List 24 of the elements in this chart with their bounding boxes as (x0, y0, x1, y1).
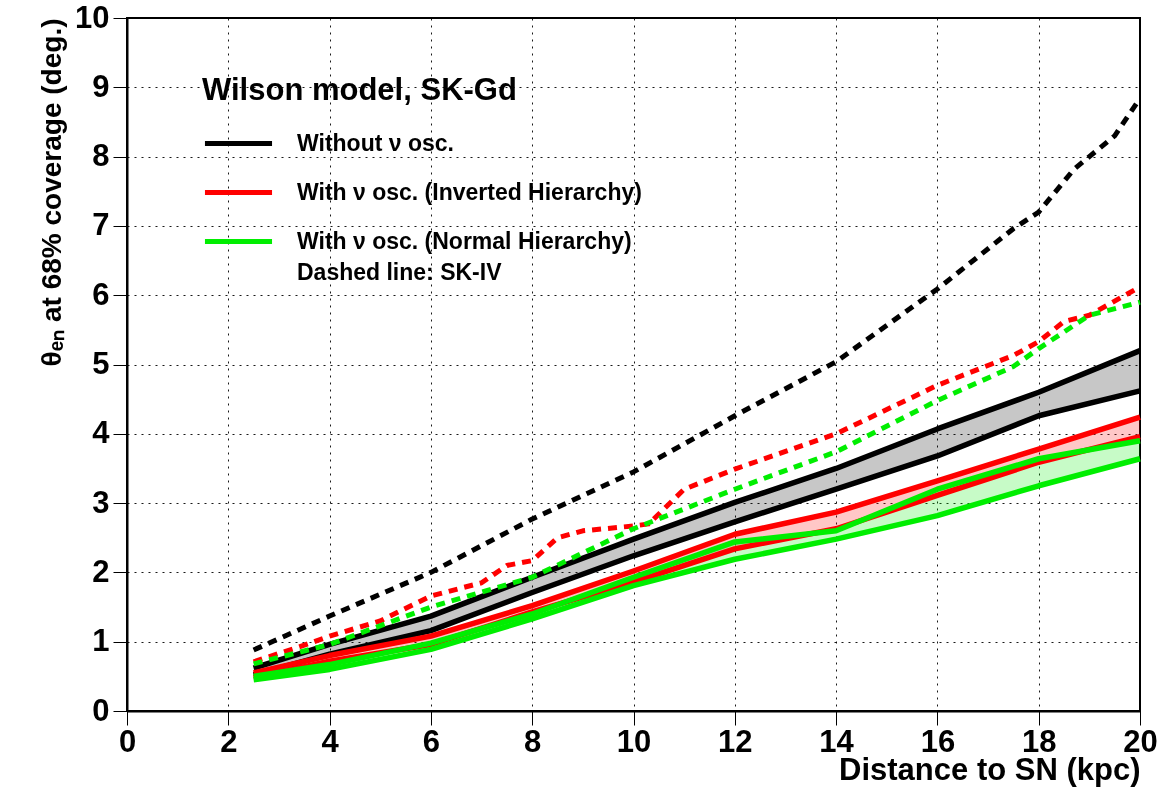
y-tick-label: 9 (92, 68, 110, 104)
y-tick-label: 2 (92, 553, 110, 589)
x-tick-label: 4 (321, 723, 340, 759)
x-tick-label: 0 (118, 723, 137, 759)
legend-label: With ν osc. (Inverted Hierarchy) (297, 178, 642, 205)
x-tick-label: 2 (220, 723, 238, 759)
y-tick-label: 8 (92, 138, 110, 174)
y-tick-label: 6 (92, 276, 110, 312)
y-tick-label: 3 (92, 484, 110, 520)
x-tick-label: 12 (718, 723, 753, 759)
x-tick-label: 6 (422, 723, 441, 759)
legend-label: With ν osc. (Normal Hierarchy) (297, 227, 632, 254)
y-tick-label: 5 (92, 346, 110, 381)
y-tick-label: 4 (92, 415, 111, 451)
y-axis-title: θₑₙ at 68% coverage (deg.) (36, 18, 68, 367)
x-tick-label: 10 (616, 723, 652, 759)
annotation: Dashed line: SK-IV (297, 259, 503, 285)
y-tick-label: 1 (92, 623, 110, 659)
y-tick-label: 0 (92, 692, 110, 728)
legend-title: Wilson model, SK-Gd (202, 72, 517, 107)
legend-label: Without ν osc. (297, 129, 454, 156)
y-tick-label: 7 (92, 207, 110, 243)
y-tick-label: 10 (75, 0, 110, 35)
x-tick-label: 8 (524, 723, 542, 759)
